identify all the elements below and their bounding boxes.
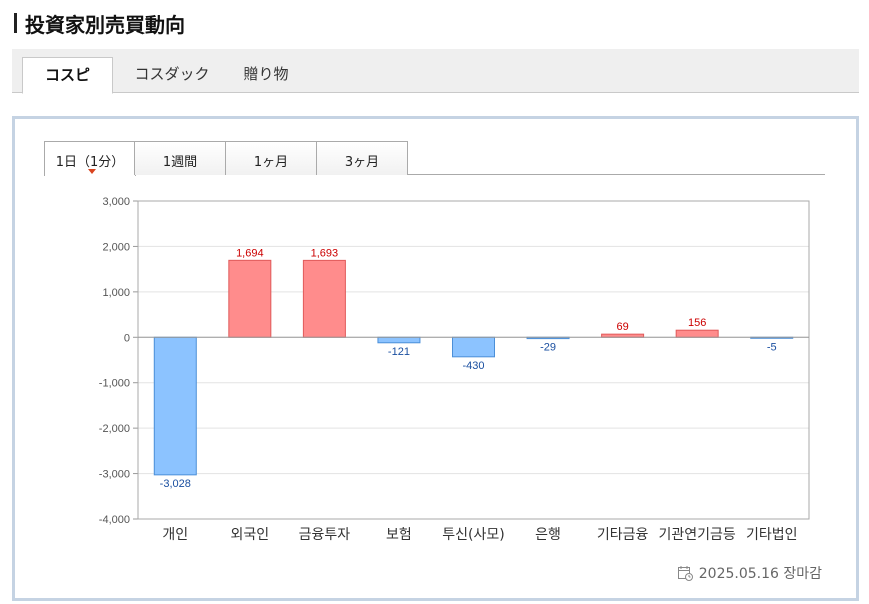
title-accent-bar: [14, 13, 17, 33]
x-category-label: 기타법인: [746, 527, 798, 543]
page-header: 投資家別売買動向: [14, 10, 185, 37]
bar: [228, 259, 272, 338]
x-category-label: 기관연기금등: [659, 527, 736, 543]
tab-baseline: [44, 174, 825, 175]
tab-1day[interactable]: 1日（1分）: [44, 141, 136, 176]
x-category-label: 금융투자: [299, 527, 351, 543]
y-tick-label: -2,000: [99, 423, 130, 435]
period-tab-bar: 1日（1分） 1週間 1ヶ月 3ヶ月: [44, 141, 825, 176]
market-tab-bar: コスピ コスダック 贈り物: [12, 49, 859, 94]
data-label: -29: [540, 342, 556, 354]
data-label: 1,694: [236, 247, 264, 259]
calendar-icon: [677, 566, 693, 581]
tab-gift[interactable]: 贈り物: [243, 65, 289, 83]
x-category-label: 외국인: [231, 527, 270, 543]
bar: [452, 336, 495, 358]
page-title: 投資家別売買動向: [25, 12, 185, 37]
bar: [153, 336, 197, 476]
chart-footer: 2025.05.16 장마감: [677, 563, 822, 583]
market-close-date: 2025.05.16 장마감: [698, 566, 822, 582]
x-category-label: 개인: [162, 527, 188, 543]
data-label: 69: [616, 321, 628, 333]
tab-kosdaq[interactable]: コスダック: [134, 65, 210, 83]
plot-frame: [137, 200, 810, 520]
data-label: -3,028: [160, 478, 191, 490]
investor-bar-chart: 3,000 2,000 1,000 0 -1,000 -2,000 -3,000 -4,000…: [99, 196, 810, 543]
y-tick-label: -3,000: [99, 469, 130, 481]
data-label: -121: [388, 346, 410, 358]
tab-1month[interactable]: 1ヶ月: [225, 141, 317, 175]
tab-kospi[interactable]: コスピ: [22, 57, 113, 94]
data-label: 1,693: [311, 247, 339, 259]
bar: [302, 259, 346, 338]
y-tick-label: -1,000: [99, 378, 130, 390]
bar: [675, 329, 719, 338]
data-label: -5: [767, 341, 777, 353]
tab-3month[interactable]: 3ヶ月: [316, 141, 408, 175]
y-tick-label: 0: [124, 332, 130, 344]
x-category-label: 은행: [535, 527, 561, 543]
y-tick-label: 2,000: [102, 241, 130, 253]
data-label: 156: [688, 317, 706, 329]
tab-1week[interactable]: 1週間: [134, 141, 226, 175]
active-tab-caret-icon: [88, 169, 96, 174]
data-label: -430: [462, 360, 484, 372]
bar: [377, 336, 421, 344]
x-category-label: 보험: [386, 527, 412, 543]
chart-panel: 1日（1分） 1週間 1ヶ月 3ヶ月 3,000 2,000 1,000 0 -1,00…: [12, 116, 859, 601]
y-tick-label: 1,000: [102, 287, 130, 299]
x-category-label: 기타금융: [597, 527, 649, 543]
y-tick-label: -4,000: [99, 514, 130, 526]
tab-1day-label: 1日（1分）: [55, 155, 125, 170]
y-tick-label: 3,000: [102, 196, 130, 208]
x-category-label: 투신(사모): [442, 527, 504, 543]
